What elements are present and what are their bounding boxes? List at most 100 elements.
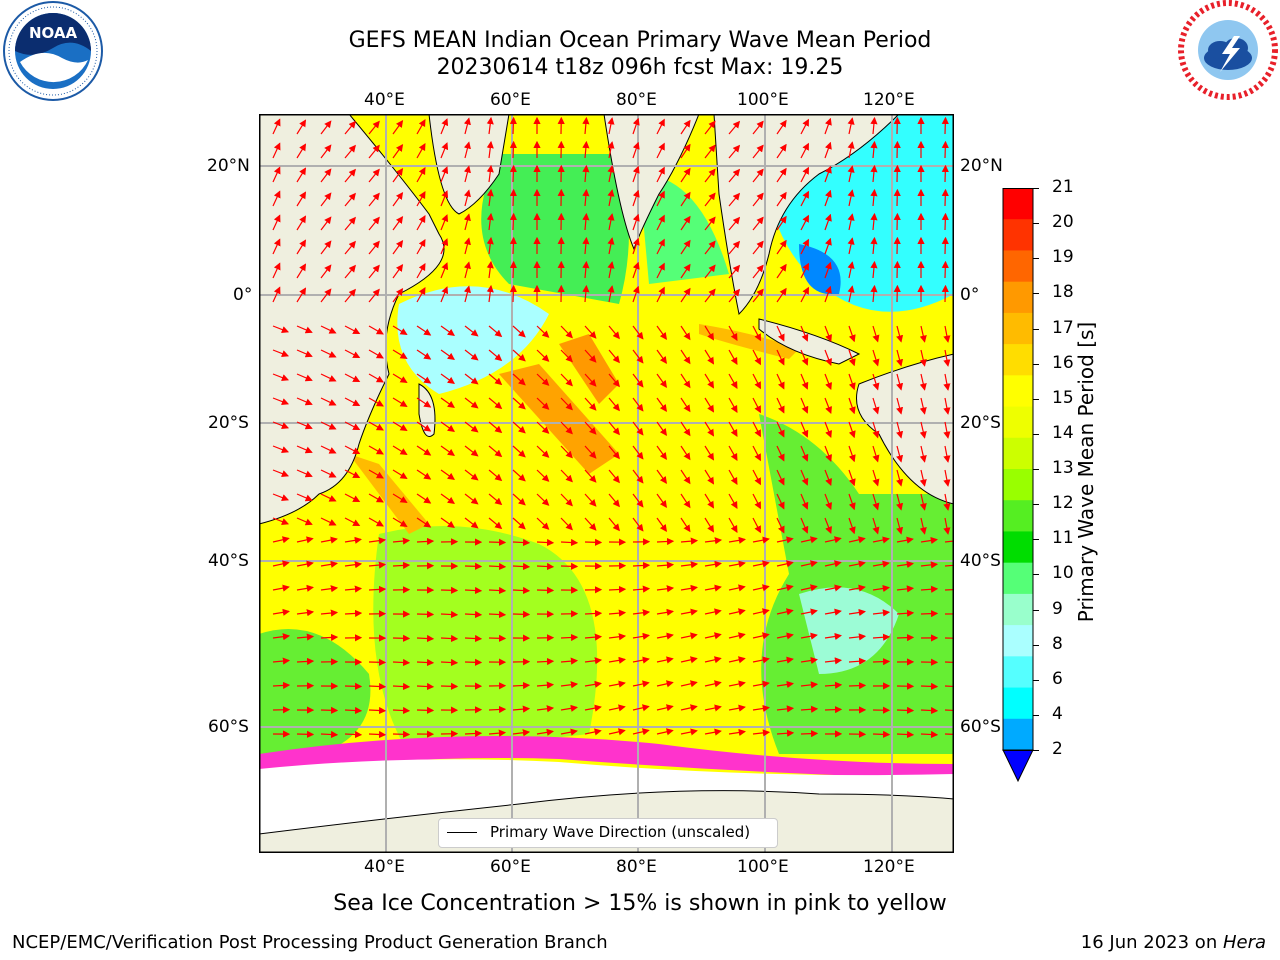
colorbar-segment [1003,687,1033,720]
wave-arrow [896,560,914,569]
wave-arrow [296,536,314,544]
wave-arrow [824,657,843,665]
wave-arrow [920,706,939,715]
wave-arrow [680,287,691,303]
wave-arrow [464,610,483,619]
wave-arrow [392,240,404,255]
wave-arrow [800,493,809,510]
wave-arrow [776,421,785,438]
wave-arrow [536,681,555,689]
wave-arrow [296,730,315,738]
wave-arrow [680,397,691,413]
wave-arrow [847,237,855,255]
wave-arrow [776,287,787,303]
wave-arrow [368,421,384,431]
wave-arrow [704,373,715,389]
wave-arrow [680,191,691,207]
wave-arrow [536,562,555,571]
wave-arrow [919,421,927,439]
wave-arrow [440,349,455,360]
wave-arrow [847,285,855,303]
colorbar-segment [1003,593,1033,626]
wave-arrow [632,469,644,484]
australia-land [856,353,954,505]
wave-arrow [368,469,384,479]
wave-arrow [824,325,832,343]
period-max-spot-2 [499,364,619,474]
wave-arrow [776,729,795,737]
wave-arrow [509,212,517,231]
wave-arrow [752,493,761,510]
footer-host: Hera [1222,932,1266,953]
wave-arrow [320,560,338,568]
wave-arrow [848,682,867,690]
wave-arrow [632,373,644,388]
wave-arrow [584,373,597,387]
wave-arrow [824,608,842,616]
wave-arrow [344,192,356,207]
wave-arrow [488,493,503,506]
wave-arrow [344,536,362,544]
wave-arrow [728,120,741,135]
wave-arrow [824,632,842,641]
wave-arrow [848,373,856,391]
wave-arrow [632,609,651,617]
wave-arrow [824,165,832,183]
lon-tick-bottom: 120°E [863,857,915,877]
wave-arrow [296,421,313,430]
wave-arrow [582,284,590,303]
wave-arrow [392,325,408,336]
map-plot [259,114,954,853]
wave-arrow [416,493,432,504]
lon-tick-bottom: 100°E [737,857,789,877]
wave-arrow [728,192,741,207]
wave-arrow [607,285,615,303]
wave-arrow [847,117,855,135]
wave-arrow [584,325,597,339]
wave-arrow [824,681,843,689]
wave-arrow [486,284,494,303]
wave-direction-arrows [272,116,954,739]
wave-arrow [464,445,479,457]
wave-arrow [560,562,579,570]
wave-arrow [296,191,307,207]
wave-arrow [464,517,479,529]
wave-arrow [440,262,449,279]
wave-arrow [632,561,651,570]
wave-arrow [509,140,517,159]
wave-arrow [920,585,939,593]
wave-arrow [582,260,590,279]
wave-arrow [584,493,597,507]
wave-arrow [368,240,380,255]
wave-arrow [872,633,891,641]
wave-arrow [920,610,939,618]
wave-arrow [320,144,332,159]
wave-arrow [824,560,842,568]
wave-arrow [896,609,915,617]
wave-arrow [392,730,411,738]
wave-arrow [272,681,291,690]
period-zone-11s-east [759,414,954,754]
wave-arrow [584,657,603,665]
lat-tick-right: 20°N [960,156,1003,176]
wave-arrow [509,188,517,207]
wave-arrow [440,190,449,207]
wave-arrow [800,373,809,390]
wave-arrow [752,373,761,390]
wave-arrow [728,469,738,485]
wave-arrow [800,286,809,303]
colorbar-segment [1003,469,1033,501]
wave-arrow [943,517,951,535]
wave-arrow [870,260,878,279]
wave-arrow [824,445,832,463]
colorbar-tick-mark [1033,644,1039,646]
wave-arrow [752,120,764,135]
wave-arrow [941,236,949,255]
chart-title: GEFS MEAN Indian Ocean Primary Wave Mean… [348,28,932,53]
wave-arrow [920,561,939,569]
wave-arrow [344,240,356,255]
wave-arrow [344,493,361,502]
wave-arrow [607,261,615,279]
wave-arrow [752,560,770,568]
wave-arrow [872,349,880,367]
